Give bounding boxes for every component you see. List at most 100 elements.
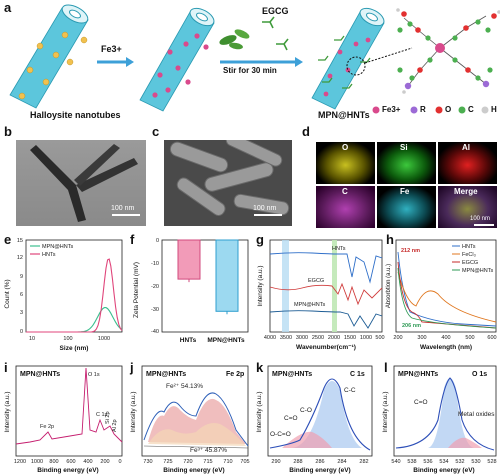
l-peak-metal-oxides: Metal oxides [458,411,495,418]
g-xtick: 3500 [280,335,292,341]
h-xtick: 400 [441,335,450,341]
f-ytick: 0 [156,238,159,244]
i-xtick: 600 [66,459,75,465]
h-xtick: 300 [417,335,426,341]
f-ytick: -30 [151,307,159,313]
eds-scale-label: 100 nm [470,216,491,222]
k-ylabel: Intensity (a.u.) [256,391,263,432]
f-bar [177,239,201,280]
sem-scale-label: 100 nm [253,205,277,212]
k-xtick: 286 [315,459,324,465]
chart-k: MPN@HNTs C 1s C-C C-O C=O O-C=O Intensit… [256,365,373,474]
panel-label-e: e [4,232,12,247]
g-xtick: 2500 [312,335,324,341]
chart-i: MPN@HNTs O 1s Fe 2p C 1s Si 2p Al 2p Int… [4,365,123,474]
eds-label-fe: Fe [400,187,410,196]
i-xtick: 1200 [14,459,26,465]
chart-l: MPN@HNTs O 1s C=O Metal oxides Intensity… [382,365,497,474]
i-xtick: 200 [100,459,109,465]
k-xtick: 288 [293,459,302,465]
eds-map-fe [377,186,436,228]
panel-label-a: a [4,0,12,15]
tem-scale-label: 100 nm [111,205,135,212]
f-ytick: -40 [151,329,159,335]
hnt-caption: Halloysite nanotubes [30,110,121,120]
k-peak-oco: O-C=O [270,431,291,438]
panel-label-b: b [4,124,12,139]
l-xtick: 536 [423,459,432,465]
h-legend-egcg: EGCG [462,260,478,266]
i-peak-c1s: C 1s [96,412,108,418]
i-peak-o1s: O 1s [88,372,100,378]
g-xtick: 2000 [328,335,340,341]
eds-map-si [377,142,436,184]
e-ytick: 15 [17,238,23,244]
h-legend-hnts: HNTs [462,244,476,250]
k-peak-cc: C-C [344,387,356,394]
h-xtick: 600 [487,335,496,341]
j-annot-fe3: Fe³⁺ 45.87% [190,447,227,454]
l-xtick: 530 [471,459,480,465]
j-xtick: 720 [183,459,192,465]
g-xtick: 3000 [296,335,308,341]
panel-label-c: c [152,124,160,139]
e-series-line [26,307,123,333]
l-xtick: 528 [487,459,496,465]
j-corner: Fe 2p [226,371,244,378]
h-xtick: 200 [393,335,402,341]
chart-e: Count (%) Size (nm) 0 3 6 9 12 15 10 100… [4,238,123,352]
g-xtick: 1000 [360,335,372,341]
tea-leaf-icon [219,29,250,50]
legend-o: O [445,105,452,114]
g-ylabel: Intensity (a.u.) [257,265,264,306]
panel-label-g: g [256,232,264,247]
h-annot-206: 206 nm [402,323,421,329]
legend-r: R [420,105,426,114]
sem-scale-bar [254,214,282,216]
e-series-line [26,258,123,333]
h-ylabel: Absorbtion (a.u.) [386,264,392,308]
f-cat-mpn: MPN@HNTs [207,337,245,344]
panel-label-l: l [384,360,388,375]
e-ytick: 0 [20,329,23,335]
k-peak-co: C-O [300,407,312,414]
e-ytick: 6 [20,292,23,298]
eds-label-al: Al [462,143,470,152]
f-bar [215,239,239,312]
hnt-tube-2 [139,7,215,112]
e-ylabel: Count (%) [4,279,11,308]
l-ylabel: Intensity (a.u.) [382,391,389,432]
j-annot-fe2: Fe²⁺ 54.13% [166,383,203,390]
chart-h: 212 nm 206 nm HNTs FeCl₃ EGCG MPN@HNTs A… [386,239,497,351]
k-corner: C 1s [350,371,365,378]
e-xtick: 100 [63,336,72,342]
k-title: MPN@HNTs [272,371,312,378]
panel-label-i: i [4,360,8,375]
chart-g: HNTs EGCG MPN@HNTs Intensity (a.u.) Wave… [257,239,385,351]
legend-h: H [491,105,497,114]
h-legend-mpn: MPN@HNTs [462,268,493,274]
l-xtick: 538 [407,459,416,465]
k-peak-c-dbl-o: C=O [284,415,298,422]
egcg-label: EGCG [262,6,289,16]
j-xtick: 705 [240,459,249,465]
l-peak-co: C=O [414,399,428,406]
f-ytick: -20 [151,284,159,290]
j-xtick: 730 [143,459,152,465]
g-series-egcg: EGCG [308,278,324,284]
step-label: Stir for 30 min [223,66,277,75]
i-peak-al2p: Al 2p [112,419,118,432]
sem-image [164,140,292,226]
hnt-tube-1 [9,4,89,109]
l-xtick: 532 [455,459,464,465]
eds-map-al [438,142,497,184]
j-title: MPN@HNTs [146,371,186,378]
h-xlabel: Wavelength (nm) [420,344,472,351]
g-xlabel: Wavenumber(cm⁻¹) [296,344,356,351]
eds-map-o [316,142,375,184]
panel-label-f: f [130,232,135,247]
e-ytick: 12 [17,255,23,261]
panel-label-d: d [302,124,310,139]
j-xtick: 725 [163,459,172,465]
h-annot-212: 212 nm [401,248,420,254]
